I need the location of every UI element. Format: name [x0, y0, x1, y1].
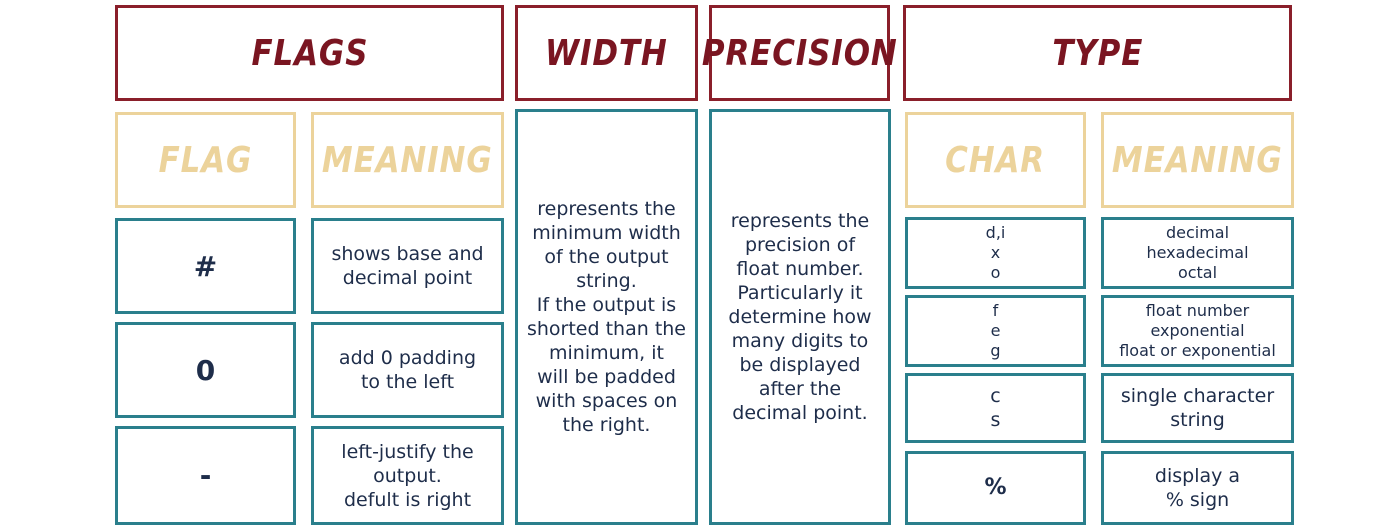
flag-meaning-text: left-justify the output. defult is right [341, 440, 474, 511]
flag-meaning-subheader-label: MEANING [322, 139, 493, 181]
type-header: TYPE [903, 5, 1292, 101]
precision-description: represents the precision of float number… [709, 109, 891, 525]
flag-cell-hash: # [115, 218, 296, 314]
type-meaning-subheader: MEANING [1101, 112, 1294, 208]
flag-cell-dash: - [115, 426, 296, 525]
char-text: f e g [990, 301, 1001, 360]
type-meaning-text: float number exponential float or expone… [1119, 301, 1276, 360]
precision-description-text: represents the precision of float number… [728, 210, 872, 424]
char-cell-float: f e g [905, 295, 1086, 367]
type-meaning-cell-percent: display a % sign [1101, 451, 1294, 525]
type-meaning-cell-string: single character string [1101, 373, 1294, 443]
flags-header-label: FLAGS [251, 32, 368, 74]
type-meaning-text: decimal hexadecimal octal [1146, 223, 1249, 282]
char-text: c s [990, 385, 1001, 431]
flag-meaning-cell-hash: shows base and decimal point [311, 218, 504, 314]
precision-header: PRECISION [702, 5, 897, 101]
type-meaning-subheader-label: MEANING [1112, 139, 1283, 181]
flag-symbol: 0 [195, 353, 216, 387]
type-meaning-cell-int: decimal hexadecimal octal [1101, 217, 1294, 289]
width-description-text: represents the minimum width of the outp… [526, 198, 686, 436]
precision-header-label: PRECISION [701, 32, 898, 74]
flag-meaning-cell-dash: left-justify the output. defult is right [311, 426, 504, 525]
char-subheader-label: CHAR [945, 139, 1046, 181]
flag-subheader-label: FLAG [158, 139, 253, 181]
char-subheader: CHAR [905, 112, 1086, 208]
char-cell-string: c s [905, 373, 1086, 443]
flag-symbol: - [199, 459, 212, 492]
flag-meaning-text: add 0 padding to the left [338, 347, 477, 393]
width-header-label: WIDTH [545, 32, 668, 74]
type-header-label: TYPE [1052, 32, 1143, 74]
flag-symbol: # [193, 249, 218, 283]
char-cell-int: d,i x o [905, 217, 1086, 289]
width-header: WIDTH [515, 5, 698, 101]
type-meaning-text: single character string [1120, 385, 1275, 431]
char-text: d,i x o [985, 223, 1006, 282]
flags-header: FLAGS [115, 5, 504, 101]
char-text: % [984, 475, 1007, 500]
char-cell-percent: % [905, 451, 1086, 525]
flag-subheader: FLAG [115, 112, 296, 208]
width-description: represents the minimum width of the outp… [515, 109, 698, 525]
flag-cell-zero: 0 [115, 322, 296, 418]
flag-meaning-text: shows base and decimal point [331, 243, 484, 289]
flag-meaning-cell-zero: add 0 padding to the left [311, 322, 504, 418]
flag-meaning-subheader: MEANING [311, 112, 504, 208]
type-meaning-cell-float: float number exponential float or expone… [1101, 295, 1294, 367]
type-meaning-text: display a % sign [1154, 465, 1241, 511]
